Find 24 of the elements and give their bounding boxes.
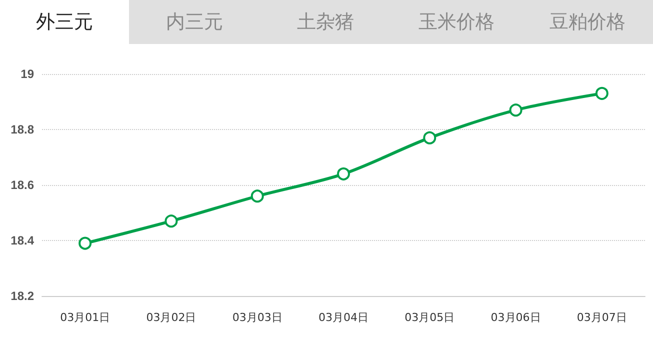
point: [250, 190, 264, 203]
y-tick-label: 19: [20, 67, 34, 81]
y-tick-label: 18.6: [10, 178, 34, 192]
y-tick-label: 18.4: [10, 234, 34, 248]
text: 土杂猪: [296, 10, 355, 35]
y-tick-label: 18.2: [10, 289, 34, 303]
point: [423, 131, 436, 144]
point: [509, 104, 522, 117]
x-tick-label: 03月07日: [576, 311, 627, 324]
x-tick-label: 03月06日: [490, 311, 541, 324]
chart-title: 外三元: [0, 0, 129, 44]
x-tick-label: 03月05日: [404, 311, 455, 324]
point: [78, 236, 92, 250]
y-tick-label: 18.8: [10, 122, 34, 136]
point: [164, 214, 178, 228]
x-tick-label: 03月03日: [232, 311, 282, 324]
text: 玉米价格: [418, 10, 496, 35]
point: [595, 86, 608, 100]
x-tick-label: 03月02日: [146, 311, 196, 324]
text: 内三元: [165, 10, 224, 35]
x-tick-label: 03月04日: [318, 311, 368, 324]
point: [337, 167, 350, 180]
text: 豆粕价格: [548, 10, 626, 35]
x-tick-label: 03月01日: [60, 311, 110, 324]
